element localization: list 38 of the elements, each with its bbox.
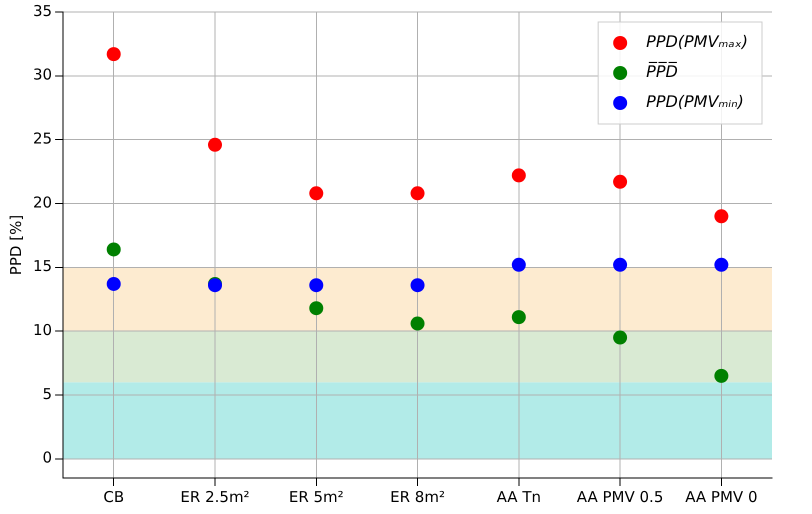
point <box>106 47 121 62</box>
y-tick-label: 10 <box>32 321 52 340</box>
x-tick-label: ER 5m² <box>288 488 344 506</box>
point <box>410 278 425 292</box>
point <box>512 258 526 272</box>
point <box>613 330 628 345</box>
x-tick-label: AA Tn <box>496 488 542 506</box>
point <box>410 316 425 331</box>
x-tick-label: AA PMV 0 <box>685 488 758 506</box>
point <box>106 276 121 291</box>
y-tick-label: 35 <box>32 2 52 20</box>
y-tick-label: 15 <box>32 257 52 276</box>
point <box>309 301 324 316</box>
y-tick-label: 0 <box>42 448 52 467</box>
point <box>613 174 628 189</box>
x-tick-label: ER 8m² <box>390 488 445 506</box>
point <box>714 368 728 383</box>
x-tick-label: CB <box>103 488 124 506</box>
point <box>512 310 526 324</box>
point <box>309 278 324 292</box>
y-tick-label: 30 <box>32 66 52 84</box>
point <box>106 242 121 256</box>
x-tick-label: AA PMV 0.5 <box>576 488 664 506</box>
point <box>309 186 324 200</box>
point <box>714 258 728 272</box>
point <box>512 168 526 182</box>
y-tick-label: 20 <box>32 193 52 212</box>
point <box>410 186 425 200</box>
y-tick-label: 25 <box>32 130 52 148</box>
legend-label: PPD(PMVₘᵢₙ) <box>646 92 744 112</box>
point <box>613 258 628 272</box>
y-axis-title: PPD [%] <box>6 214 25 276</box>
point <box>208 138 222 152</box>
point <box>714 209 728 224</box>
legend-label: P̅P̅D̅ <box>646 61 678 82</box>
y-tick-label: 5 <box>42 384 52 403</box>
x-tick-label: ER 2.5m² <box>180 488 250 506</box>
legend-label: PPD(PMVₘₐₓ) <box>646 32 748 52</box>
